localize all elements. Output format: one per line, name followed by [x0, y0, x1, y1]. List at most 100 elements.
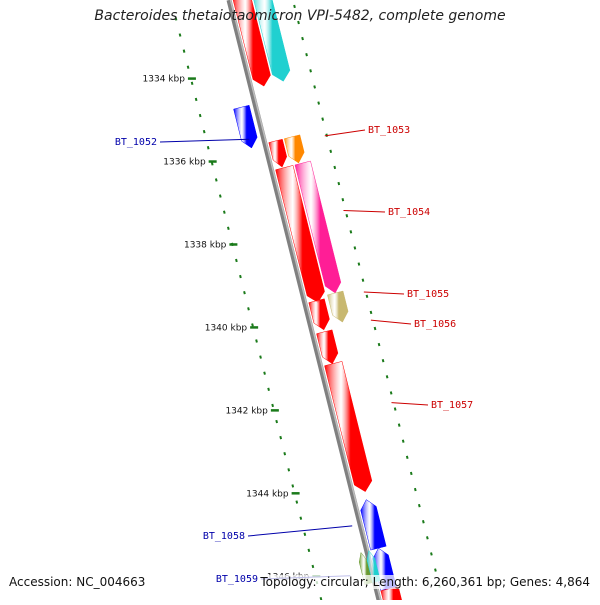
scale-tick-left: [198, 113, 202, 118]
scale-tick-right: [369, 310, 373, 315]
scale-tick-label: 1338 kbp: [184, 240, 227, 250]
scale-tick-left: [174, 17, 178, 21]
gene-arrow: [275, 165, 325, 303]
gene-label: BT_1056: [414, 319, 456, 330]
scale-tick-left: [271, 403, 274, 408]
page-title: Bacteroides thetaiotaomicron VPI-5482, c…: [94, 8, 506, 24]
gene-arrow: [308, 298, 330, 331]
gene-label: BT_1052: [115, 137, 157, 148]
scale-tick-left: [227, 226, 230, 230]
scale-tick-right: [361, 278, 365, 282]
scale-tick-left: [267, 387, 270, 392]
scale-tick-left: [222, 210, 226, 214]
gene-leader-line: [343, 210, 386, 213]
scale-tick-right: [317, 101, 320, 105]
scale-tick-right: [426, 536, 429, 540]
gene-arrow: [316, 329, 339, 365]
gene-leader-line: [159, 138, 250, 143]
scale-tick-left: [210, 162, 214, 166]
scale-tick-right: [405, 455, 409, 460]
scale-tick-left: [178, 33, 182, 37]
scale-tick-label: 1344 kbp: [246, 489, 289, 499]
scale-tick-left: [291, 484, 295, 488]
scale-tick-right: [309, 69, 312, 73]
scale-tick-right: [341, 197, 345, 202]
genome-summary: Topology: circular; Length: 6,260,361 bp…: [260, 575, 590, 589]
gene-label: BT_1054: [388, 207, 430, 218]
gene-leader-line: [370, 319, 412, 325]
scale-tick-left: [247, 307, 250, 311]
scale-tick-right: [345, 214, 349, 218]
gene-arrow: [360, 499, 387, 551]
scale-tick-right: [401, 439, 405, 443]
scale-tick-right: [393, 407, 397, 411]
gene-arrow: [283, 134, 305, 164]
scale-tick-left: [283, 452, 287, 456]
scale-tick-right: [385, 375, 389, 379]
scale-tick-left: [287, 468, 291, 472]
scale-tick-left: [239, 274, 242, 279]
gene-arrow: [253, 0, 291, 82]
gene-label: BT_1057: [431, 400, 473, 411]
scale-tick-right: [357, 262, 361, 266]
scale-tick-left: [303, 532, 307, 536]
scale-tick-left: [251, 323, 254, 327]
scale-tick-right: [349, 230, 353, 234]
scale-tick-left: [243, 290, 246, 295]
scale-tick-left: [295, 500, 299, 504]
scale-tick-left: [235, 258, 238, 263]
scale-tick-right: [373, 326, 377, 331]
gene-leader-line: [247, 525, 353, 537]
scale-tick-right: [293, 4, 296, 9]
scale-tick-right: [430, 552, 433, 556]
scale-tick-left: [218, 194, 222, 198]
gene-leader-line: [391, 402, 429, 406]
scale-tick-right: [397, 423, 401, 427]
gene-arrow: [327, 290, 349, 323]
gene-arrow: [294, 160, 342, 294]
scale-tick-label: 1334 kbp: [143, 75, 186, 85]
scale-tick-right: [329, 149, 333, 154]
scale-tick-right: [413, 487, 417, 492]
scale-tick-right: [333, 165, 337, 170]
scale-tick-left: [255, 339, 258, 343]
scale-tick-left: [206, 146, 210, 150]
gene-arrow: [232, 0, 271, 87]
gene-label: BT_1059: [216, 574, 258, 585]
scale-tick-right: [337, 181, 341, 186]
scale-tick-left: [194, 97, 198, 102]
scale-tick-label: 1342 kbp: [225, 406, 268, 416]
gene-arrow: [324, 361, 373, 492]
scale-tick-right: [353, 246, 357, 250]
scale-tick-right: [313, 85, 316, 89]
genome-backbone: [226, 0, 383, 605]
scale-tick-right: [417, 503, 421, 508]
scale-tick-left: [259, 355, 262, 359]
gene-arrow: [233, 104, 258, 149]
scale-tick-label: 1336 kbp: [163, 158, 206, 168]
gene-leader-line: [324, 129, 366, 137]
gene-label: BT_1055: [407, 289, 449, 300]
gene-arrow: [268, 138, 287, 168]
scale-tick-right: [389, 391, 393, 395]
scale-tick-left: [202, 129, 206, 134]
scale-tick-right: [381, 359, 385, 363]
scale-tick-right: [434, 568, 437, 572]
scale-tick-right: [409, 471, 413, 476]
scale-tick-right: [301, 36, 304, 41]
scale-tick-right: [422, 520, 425, 524]
scale-tick-right: [297, 20, 300, 25]
gene-label: BT_1053: [368, 125, 410, 136]
scale-tick-right: [321, 117, 325, 121]
scale-tick-left: [186, 65, 190, 69]
scale-tick-left: [307, 548, 311, 553]
scale-tick-left: [263, 371, 266, 375]
scale-tick-left: [299, 516, 303, 520]
scale-tick-left: [190, 81, 194, 86]
genome-backbone-highlight: [229, 0, 383, 605]
scale-tick-right: [377, 342, 381, 347]
gene-label: BT_1058: [203, 531, 245, 542]
scale-tick-left: [279, 435, 283, 440]
